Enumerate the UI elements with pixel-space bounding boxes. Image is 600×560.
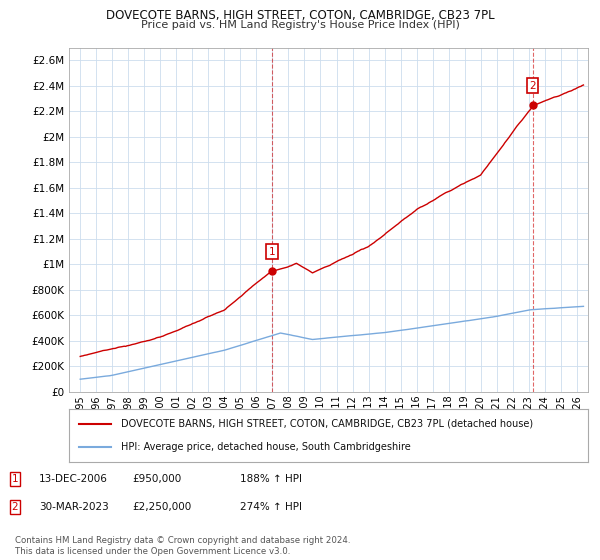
Text: 188% ↑ HPI: 188% ↑ HPI <box>240 474 302 484</box>
Text: DOVECOTE BARNS, HIGH STREET, COTON, CAMBRIDGE, CB23 7PL (detached house): DOVECOTE BARNS, HIGH STREET, COTON, CAMB… <box>121 419 533 429</box>
Text: 274% ↑ HPI: 274% ↑ HPI <box>240 502 302 512</box>
Text: Price paid vs. HM Land Registry's House Price Index (HPI): Price paid vs. HM Land Registry's House … <box>140 20 460 30</box>
Text: £950,000: £950,000 <box>132 474 181 484</box>
Text: 1: 1 <box>268 247 275 256</box>
Text: 2: 2 <box>529 81 536 91</box>
Text: £2,250,000: £2,250,000 <box>132 502 191 512</box>
Text: Contains HM Land Registry data © Crown copyright and database right 2024.
This d: Contains HM Land Registry data © Crown c… <box>15 536 350 556</box>
Text: 1: 1 <box>11 474 19 484</box>
Text: HPI: Average price, detached house, South Cambridgeshire: HPI: Average price, detached house, Sout… <box>121 442 410 452</box>
Text: 13-DEC-2006: 13-DEC-2006 <box>39 474 108 484</box>
Text: DOVECOTE BARNS, HIGH STREET, COTON, CAMBRIDGE, CB23 7PL: DOVECOTE BARNS, HIGH STREET, COTON, CAMB… <box>106 9 494 22</box>
Text: 30-MAR-2023: 30-MAR-2023 <box>39 502 109 512</box>
Text: 2: 2 <box>11 502 19 512</box>
